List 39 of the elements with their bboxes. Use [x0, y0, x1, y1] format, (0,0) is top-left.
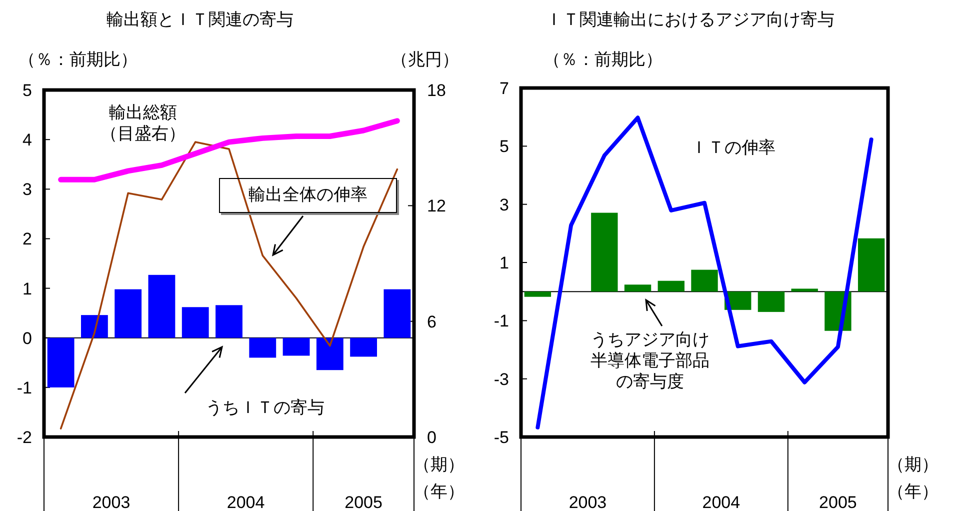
- y-tick-label: -5: [494, 428, 509, 447]
- y-tick-label: 2: [22, 230, 32, 249]
- y-axis-title: （％：前期比）: [542, 50, 664, 71]
- y-tick-label: 4: [22, 130, 32, 150]
- y-tick-label: -1: [494, 312, 509, 331]
- y-tick-label: 7: [500, 79, 509, 98]
- x-tick-label: 2003: [568, 493, 607, 511]
- y-tick-label: 5: [500, 137, 509, 156]
- y2-axis-title: （兆円）: [390, 50, 460, 71]
- y-axis-title: （％：前期比）: [18, 50, 138, 71]
- text: （年）: [412, 482, 466, 503]
- x-tick-label: 2004: [702, 493, 740, 511]
- y-tick-label: 5: [22, 81, 32, 100]
- y-tick-label: -3: [494, 370, 509, 389]
- x-axis-title: （期）: [886, 455, 940, 476]
- y-tick-label: 1: [500, 254, 509, 272]
- x-tick-label: 2005: [344, 493, 382, 511]
- y-tick-label: -1: [16, 378, 32, 398]
- x-tick-label: 2005: [819, 493, 857, 511]
- text: ＩＴの伸率: [690, 138, 776, 159]
- chart-title: 輸出額とＩＴ関連の寄与: [106, 10, 294, 31]
- y-tick-label: 3: [22, 180, 32, 200]
- x-tick-label: 2004: [226, 493, 265, 511]
- y2-tick-label: 0: [427, 428, 436, 447]
- x-tick-label: 2003: [92, 493, 130, 511]
- text: （年）: [886, 482, 940, 503]
- series-label: 輸出総額（目盛右）: [100, 103, 186, 145]
- y-tick-label: 0: [22, 328, 32, 348]
- chart-title: ＩＴ関連輸出におけるアジア向け寄与: [544, 10, 836, 31]
- y2-tick-label: 18: [427, 81, 446, 100]
- y-tick-label: -2: [16, 428, 32, 447]
- series-label: 輸出全体の伸率: [219, 178, 397, 213]
- y-tick-label: 1: [22, 279, 32, 298]
- series-label: うちＩＴの寄与: [204, 398, 326, 419]
- y2-tick-label: 6: [427, 312, 436, 332]
- y2-tick-label: 12: [427, 196, 446, 216]
- y-tick-label: 3: [500, 195, 509, 214]
- x-axis-title: （期）: [412, 455, 466, 476]
- series-label: うちアジア向け半導体電子部品の寄与度: [590, 330, 710, 393]
